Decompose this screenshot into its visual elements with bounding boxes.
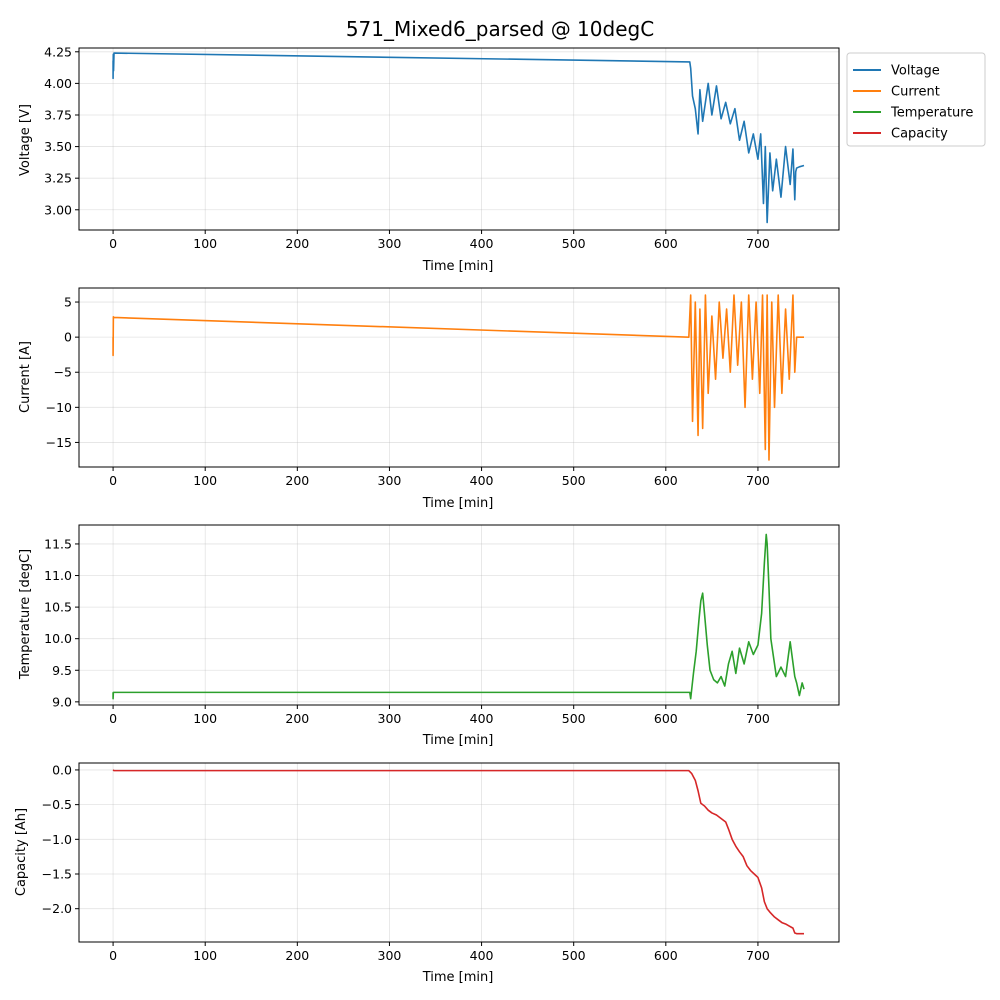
current-xtick-label-0: 0: [109, 473, 117, 488]
temperature-panel: Time [min] Temperature [degC] 0 100 200 300…: [18, 524, 840, 748]
temperature-ytick-label-1: 9.5: [52, 663, 72, 678]
temperature-ylabel: Temperature [degC]: [18, 549, 33, 680]
capacity-xtick-label-4: 400: [470, 948, 494, 963]
current-xtick-label-6: 600: [654, 473, 678, 488]
voltage-xtick-label-1: 100: [193, 236, 217, 251]
voltage-xtick-label-0: 0: [109, 236, 117, 251]
capacity-panel: Time [min] Capacity [Ah] 0 100 200 300 400 50…: [14, 762, 840, 985]
legend-label-voltage: Voltage: [891, 64, 940, 79]
capacity-ytick-label-1: −1.5: [42, 867, 72, 882]
temperature-xtick-label-3: 300: [378, 711, 402, 726]
voltage-xtick-label-7: 700: [746, 236, 770, 251]
voltage-axes-frame: [78, 47, 840, 231]
legend-label-capacity: Capacity: [891, 127, 948, 142]
current-panel: Time [min] Current [A] 0 100 200 300 400 500 6…: [18, 287, 840, 511]
temperature-xtick-label-4: 400: [470, 711, 494, 726]
capacity-ytick-label-0: −2.0: [42, 901, 72, 916]
voltage-ylabel: Voltage [V]: [18, 104, 33, 176]
temperature-xtick-label-1: 100: [193, 711, 217, 726]
current-ylabel: Current [A]: [18, 341, 33, 413]
current-xtick-label-4: 400: [470, 473, 494, 488]
legend-label-current: Current: [891, 85, 940, 100]
current-ytick-label-0: −15: [46, 435, 72, 450]
voltage-panel: Time [min] Voltage [V] 0 100 200 300 400 500 6…: [18, 44, 840, 274]
legend: Voltage Current Temperature Capacity: [846, 52, 986, 147]
voltage-xtick-label-4: 400: [470, 236, 494, 251]
current-series-line-0: [112, 294, 804, 461]
capacity-xtick-label-0: 0: [109, 948, 117, 963]
voltage-xtick-label-6: 600: [654, 236, 678, 251]
temperature-xtick-label-6: 600: [654, 711, 678, 726]
voltage-ytick-label-5: 4.25: [44, 44, 72, 59]
capacity-xtick-label-6: 600: [654, 948, 678, 963]
temperature-series-line-0: [112, 533, 805, 700]
temperature-xtick-label-2: 200: [285, 711, 309, 726]
temperature-ytick-label-2: 10.0: [44, 631, 72, 646]
voltage-ytick-label-4: 4.00: [44, 76, 72, 91]
temperature-xlabel: Time [min]: [422, 733, 494, 748]
current-ytick-label-4: 5: [64, 295, 72, 310]
temperature-xtick-label-0: 0: [109, 711, 117, 726]
temperature-ytick-label-3: 10.5: [44, 600, 72, 615]
current-xtick-label-7: 700: [746, 473, 770, 488]
capacity-xtick-label-1: 100: [193, 948, 217, 963]
capacity-xtick-label-7: 700: [746, 948, 770, 963]
current-xtick-label-2: 200: [285, 473, 309, 488]
legend-box: [846, 52, 986, 147]
temperature-ytick-label-0: 9.0: [52, 694, 72, 709]
voltage-ytick-label-0: 3.00: [44, 202, 72, 217]
capacity-ytick-label-3: −0.5: [42, 797, 72, 812]
capacity-axes-frame: [78, 762, 840, 943]
capacity-xtick-label-3: 300: [378, 948, 402, 963]
current-xtick-label-5: 500: [562, 473, 586, 488]
temperature-xtick-label-7: 700: [746, 711, 770, 726]
voltage-ytick-label-3: 3.75: [44, 107, 72, 122]
voltage-series-line-0: [112, 52, 805, 224]
voltage-ytick-label-2: 3.50: [44, 139, 72, 154]
capacity-xlabel: Time [min]: [422, 970, 494, 985]
capacity-xtick-label-5: 500: [562, 948, 586, 963]
capacity-xtick-label-2: 200: [285, 948, 309, 963]
current-ytick-label-3: 0: [64, 330, 72, 345]
current-axes-frame: [78, 287, 840, 468]
voltage-xtick-label-2: 200: [285, 236, 309, 251]
legend-label-temperature: Temperature: [890, 106, 973, 121]
temperature-ytick-label-4: 11.0: [44, 568, 72, 583]
voltage-xtick-label-5: 500: [562, 236, 586, 251]
voltage-xtick-label-3: 300: [378, 236, 402, 251]
capacity-series-line-0: [112, 769, 804, 935]
capacity-ytick-label-2: −1.0: [42, 832, 72, 847]
current-xtick-label-3: 300: [378, 473, 402, 488]
capacity-ylabel: Capacity [Ah]: [14, 808, 29, 896]
current-ytick-label-1: −10: [46, 400, 72, 415]
temperature-ytick-label-5: 11.5: [44, 536, 72, 551]
current-ytick-label-2: −5: [54, 365, 72, 380]
temperature-axes-frame: [78, 524, 840, 706]
voltage-xlabel: Time [min]: [422, 259, 494, 274]
voltage-ytick-label-1: 3.25: [44, 171, 72, 186]
figure-title: 571_Mixed6_parsed @ 10degC: [346, 17, 654, 41]
current-xtick-label-1: 100: [193, 473, 217, 488]
current-xlabel: Time [min]: [422, 496, 494, 511]
temperature-xtick-label-5: 500: [562, 711, 586, 726]
capacity-ytick-label-4: 0.0: [52, 762, 72, 777]
